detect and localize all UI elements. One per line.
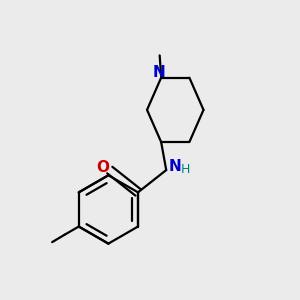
Text: N: N: [169, 159, 182, 174]
Text: H: H: [181, 163, 190, 176]
Text: N: N: [152, 65, 165, 80]
Text: O: O: [97, 160, 110, 175]
